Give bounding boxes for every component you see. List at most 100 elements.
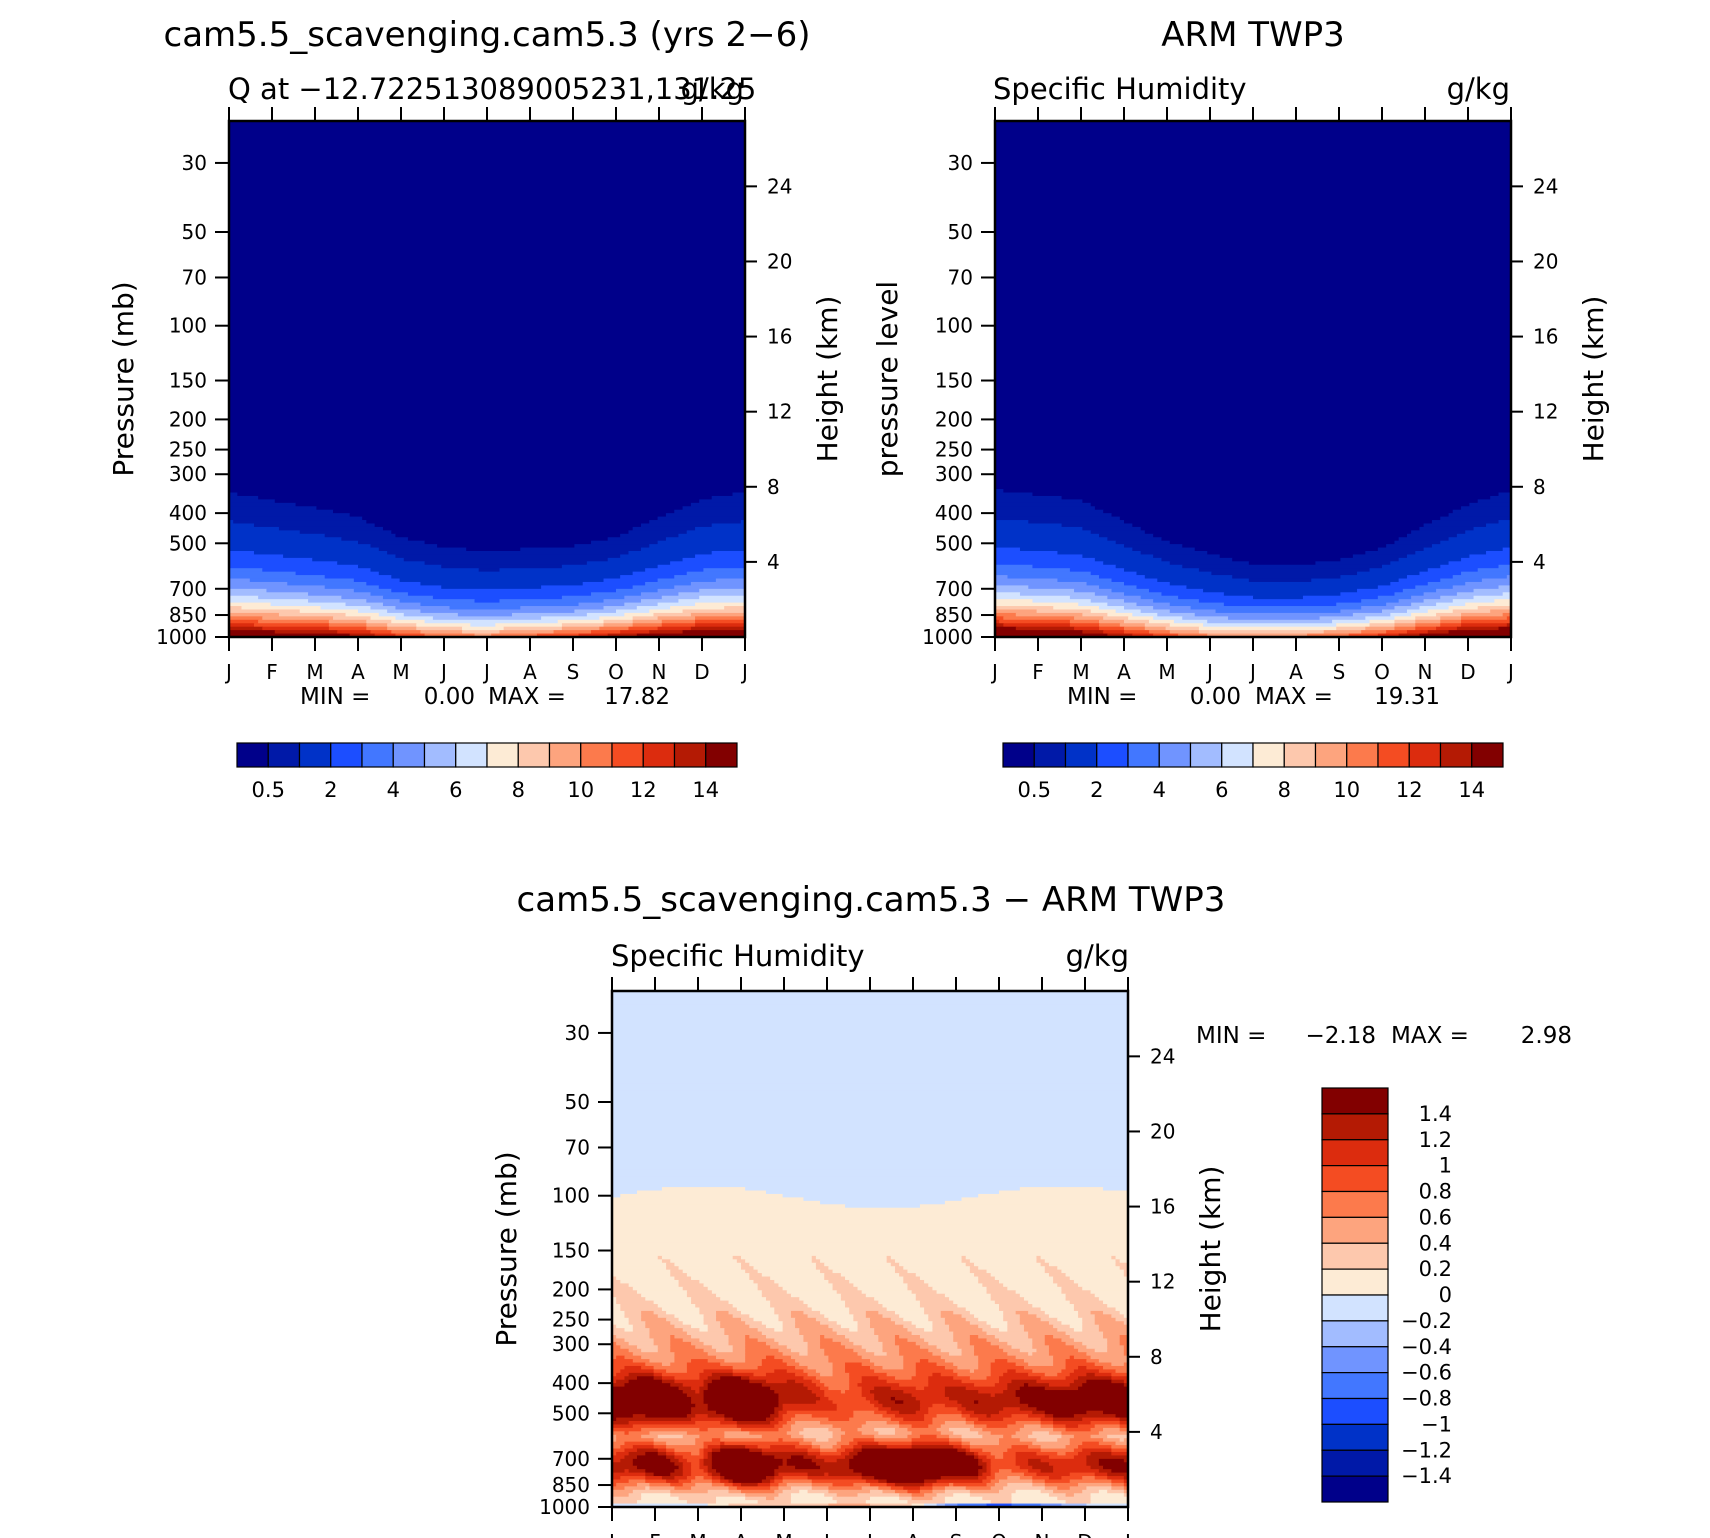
field-cell xyxy=(229,158,746,163)
field-cell xyxy=(995,420,1512,425)
field-cell xyxy=(612,1097,1129,1102)
field-cell xyxy=(965,1421,975,1426)
field-cell xyxy=(732,1314,750,1319)
colorbar-swatch xyxy=(1321,1165,1389,1193)
field-cell xyxy=(628,1321,646,1326)
field-cell xyxy=(995,382,1512,387)
field-cell xyxy=(1107,633,1133,638)
field-cell xyxy=(995,348,1512,353)
field-cell xyxy=(932,1352,950,1357)
field-cell xyxy=(691,1479,713,1484)
field-cell xyxy=(229,361,746,366)
field-cell xyxy=(699,1390,705,1395)
field-cell xyxy=(849,1376,863,1381)
field-cell xyxy=(1123,1269,1129,1274)
field-cell xyxy=(778,1314,792,1319)
field-cell xyxy=(990,1465,1021,1470)
colorbar-swatch xyxy=(1221,742,1254,768)
field-cell xyxy=(612,1472,646,1477)
field-cell xyxy=(720,1472,775,1477)
field-cell xyxy=(903,1390,946,1395)
field-cell xyxy=(649,609,684,614)
field-cell xyxy=(395,533,621,538)
field-cell xyxy=(229,523,255,528)
field-cell xyxy=(940,1431,954,1436)
field-cell xyxy=(857,1441,879,1446)
field-cell xyxy=(915,1341,929,1346)
field-cell xyxy=(674,1262,742,1267)
field-cell xyxy=(1248,578,1312,583)
field-cell xyxy=(786,1362,800,1367)
field-cell xyxy=(1044,1341,1067,1346)
field-cell xyxy=(778,1341,809,1346)
field-cell xyxy=(620,630,650,635)
field-cell xyxy=(815,1383,825,1388)
field-cell xyxy=(574,544,650,549)
field-cell xyxy=(1123,1493,1129,1498)
y-tick-label: 70 xyxy=(182,265,207,289)
field-cell xyxy=(728,1310,742,1315)
field-cell xyxy=(936,1427,950,1432)
field-cell xyxy=(607,633,638,638)
panel-title: cam5.5_scavenging.cam5.3 (yrs 2−6) xyxy=(164,15,811,55)
field-cell xyxy=(857,1324,871,1329)
field-cell xyxy=(695,1438,713,1443)
field-cell xyxy=(928,1383,975,1388)
field-cell xyxy=(899,1273,917,1278)
field-cell xyxy=(1082,1286,1129,1291)
field-cell xyxy=(1003,1486,1046,1491)
field-cell xyxy=(832,1496,871,1501)
field-cell xyxy=(229,599,309,604)
colorbar-swatch xyxy=(1096,742,1129,768)
field-cell xyxy=(474,633,492,638)
field-cell xyxy=(703,1462,713,1467)
field-cell xyxy=(716,1348,734,1353)
field-cell xyxy=(974,1410,1000,1415)
field-cell xyxy=(1019,1465,1033,1470)
field-cell xyxy=(1040,1255,1112,1260)
field-cell xyxy=(832,1338,850,1343)
field-cell xyxy=(1048,1431,1063,1436)
field-cell xyxy=(894,1427,909,1432)
field-cell xyxy=(612,1142,1129,1147)
field-cell xyxy=(695,1403,709,1408)
field-cell xyxy=(1078,1482,1112,1487)
field-cell xyxy=(969,1414,988,1419)
field-cell xyxy=(928,1424,942,1429)
field-cell xyxy=(919,1434,938,1439)
field-cell xyxy=(1057,1496,1092,1501)
field-cell xyxy=(1169,623,1204,628)
y-right-tick-label: 24 xyxy=(767,174,792,198)
field-cell xyxy=(1015,1393,1129,1398)
field-cell xyxy=(995,571,1092,576)
field-cell xyxy=(894,1376,913,1381)
x-tick-label: N xyxy=(652,660,667,684)
field-cell xyxy=(620,1304,659,1309)
field-cell xyxy=(840,1297,875,1302)
field-cell xyxy=(641,1496,680,1501)
colorbar-label: −1.4 xyxy=(1401,1464,1452,1488)
field-cell xyxy=(990,1458,1017,1463)
field-cell xyxy=(287,581,367,586)
colorbar-swatch xyxy=(1321,1475,1389,1503)
field-cell xyxy=(1028,1434,1063,1439)
field-cell xyxy=(745,1355,767,1360)
field-cell xyxy=(1019,1187,1104,1192)
field-cell xyxy=(932,1482,950,1487)
field-cell xyxy=(999,1410,1033,1415)
field-cell xyxy=(612,1335,617,1340)
field-cell xyxy=(911,1493,925,1498)
field-cell xyxy=(229,606,243,611)
field-cell xyxy=(924,1328,934,1333)
field-cell xyxy=(641,1355,676,1360)
colorbar-swatch xyxy=(642,742,676,768)
field-cell xyxy=(720,1297,767,1302)
field-cell xyxy=(1078,1445,1112,1450)
field-cell xyxy=(649,1486,676,1491)
field-cell xyxy=(682,1383,705,1388)
field-cell xyxy=(1028,1469,1042,1474)
field-cell xyxy=(749,1262,817,1267)
field-cell xyxy=(1119,1438,1125,1443)
field-cell xyxy=(229,416,746,421)
field-cell xyxy=(924,1479,938,1484)
